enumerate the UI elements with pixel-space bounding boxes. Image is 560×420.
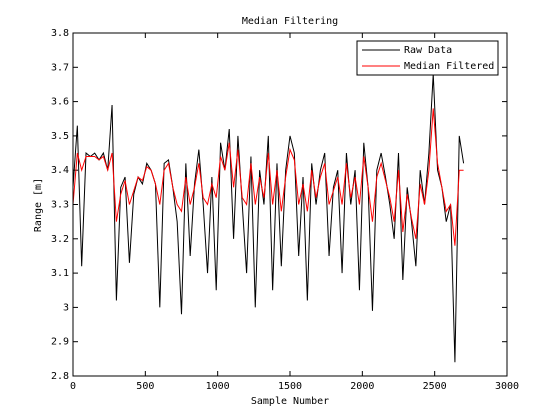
x-tick-label: 2000 [350, 381, 374, 392]
x-tick-label: 500 [136, 381, 154, 392]
chart-title: Median Filtering [242, 16, 338, 27]
y-tick-label: 3.4 [51, 165, 69, 176]
axes-box [72, 32, 508, 377]
y-tick-label: 3.8 [51, 28, 69, 39]
legend-box [356, 40, 499, 76]
y-tick-label: 3.1 [51, 268, 69, 279]
y-tick-label: 2.9 [51, 337, 69, 348]
x-tick-label: 1000 [206, 381, 230, 392]
y-tick-label: 2.8 [51, 371, 69, 382]
y-tick-label: 3 [63, 302, 69, 313]
y-axis-label: Range [m] [33, 178, 44, 232]
x-axis-label: Sample Number [251, 396, 329, 407]
x-tick-label: 3000 [495, 381, 519, 392]
legend-label: Raw Data [404, 45, 452, 56]
legend-label: Median Filtered [404, 61, 494, 72]
y-tick-label: 3.5 [51, 131, 69, 142]
y-tick-label: 3.3 [51, 200, 69, 211]
x-tick-label: 0 [70, 381, 76, 392]
y-tick-label: 3.7 [51, 62, 69, 73]
y-tick-label: 3.6 [51, 97, 69, 108]
x-tick-label: 1500 [278, 381, 302, 392]
data-line [72, 108, 464, 246]
y-tick-label: 3.2 [51, 234, 69, 245]
x-tick-label: 2500 [423, 381, 447, 392]
